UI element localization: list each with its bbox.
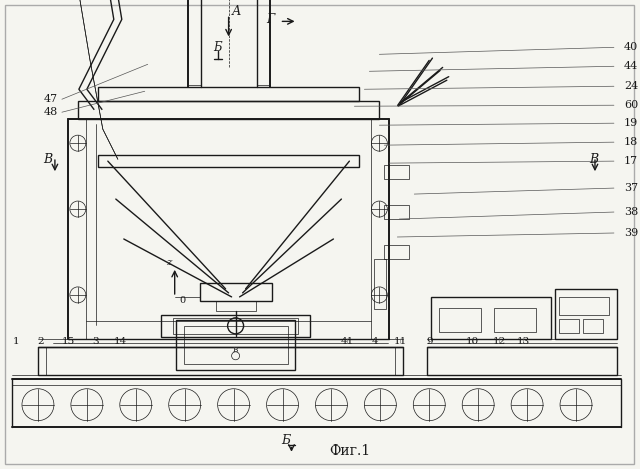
Text: 11: 11 — [394, 337, 407, 346]
Text: 15: 15 — [62, 337, 76, 346]
Bar — [161, 315, 310, 337]
Text: 2: 2 — [38, 337, 44, 346]
Text: 0: 0 — [180, 296, 186, 305]
Bar — [559, 297, 609, 315]
Bar — [385, 205, 410, 219]
Text: в: в — [233, 345, 238, 354]
Text: 17: 17 — [624, 156, 638, 166]
Bar — [559, 319, 579, 333]
Bar — [78, 101, 380, 119]
Bar — [428, 347, 617, 375]
Bar — [200, 283, 271, 301]
Text: 40: 40 — [624, 42, 638, 53]
Text: 4: 4 — [372, 337, 379, 346]
Text: 48: 48 — [44, 107, 58, 117]
Text: 9: 9 — [426, 337, 433, 346]
Text: 1: 1 — [13, 337, 19, 346]
Text: 18: 18 — [624, 137, 638, 147]
Text: 41: 41 — [340, 337, 354, 346]
Bar — [184, 326, 287, 364]
Bar — [555, 289, 617, 339]
Text: 39: 39 — [624, 228, 638, 238]
Text: 44: 44 — [624, 61, 638, 71]
Text: А: А — [232, 5, 241, 18]
Text: z: z — [166, 258, 172, 267]
Bar — [38, 347, 403, 375]
Text: 13: 13 — [516, 337, 530, 346]
Bar — [385, 245, 410, 259]
Bar — [173, 318, 298, 334]
Bar — [494, 308, 536, 332]
Text: В: В — [589, 152, 598, 166]
Text: 60: 60 — [624, 100, 638, 110]
Text: Б: Б — [281, 434, 290, 447]
Bar — [385, 165, 410, 179]
Text: 14: 14 — [114, 337, 127, 346]
Text: 10: 10 — [465, 337, 479, 346]
Bar — [98, 155, 360, 167]
Text: 38: 38 — [624, 207, 638, 217]
Bar — [583, 319, 603, 333]
Text: 37: 37 — [624, 183, 638, 193]
Text: 47: 47 — [44, 94, 58, 104]
Text: Г: Г — [266, 13, 275, 26]
Text: Фиг.1: Фиг.1 — [330, 444, 371, 458]
Bar — [374, 259, 387, 309]
Bar — [216, 301, 255, 311]
Bar — [176, 320, 296, 370]
Text: Б: Б — [213, 41, 222, 54]
Text: 24: 24 — [624, 81, 638, 91]
Text: 3: 3 — [93, 337, 99, 346]
Bar — [98, 87, 360, 101]
Text: В: В — [44, 152, 52, 166]
Bar — [439, 308, 481, 332]
Text: 12: 12 — [493, 337, 506, 346]
Bar — [431, 297, 551, 339]
Text: 19: 19 — [624, 118, 638, 128]
